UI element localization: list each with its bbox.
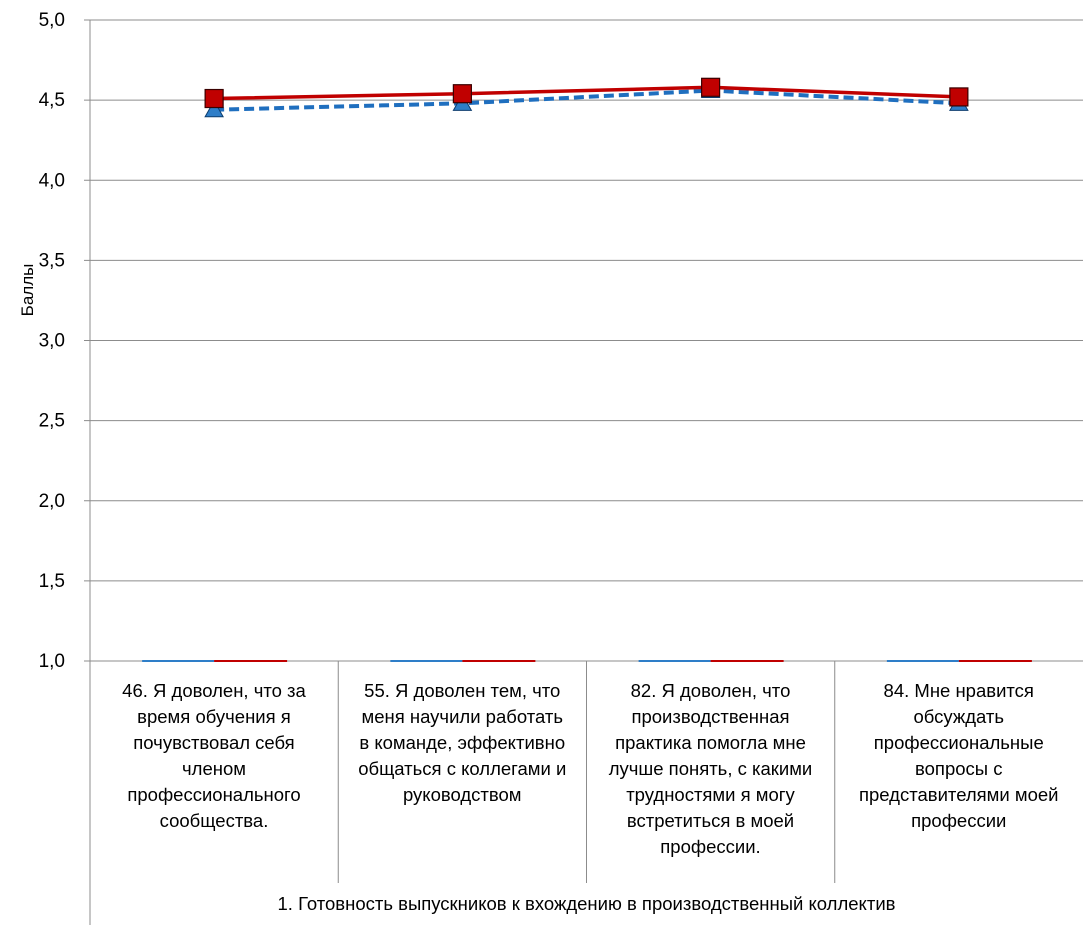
y-tick-label: 5,0 xyxy=(39,10,65,31)
series xyxy=(204,77,969,118)
category-label: 82. Я доволен, что производственная прак… xyxy=(608,680,813,857)
series-1 xyxy=(204,80,969,118)
data-point-square xyxy=(949,87,969,107)
y-tick-label: 3,5 xyxy=(39,250,65,271)
series-line xyxy=(214,85,959,101)
data-point-square xyxy=(452,84,472,104)
y-tick-label: 1,5 xyxy=(39,571,65,592)
y-tick-label: 1,0 xyxy=(39,651,65,672)
series-line xyxy=(214,88,959,112)
data-point-triangle xyxy=(204,99,224,118)
category-label: 46. Я доволен, что за время обучения я п… xyxy=(122,680,306,831)
y-axis-label: Баллы xyxy=(18,264,37,317)
y-tick-label: 2,0 xyxy=(39,491,65,512)
x-axis-group-label: 1. Готовность выпускников к вхождению в … xyxy=(277,893,896,914)
category-label: 84. Мне нравится обсуждать профессиональ… xyxy=(858,680,1059,831)
category-label: 55. Я доволен тем, что меня научили рабо… xyxy=(358,680,567,805)
y-tick-label: 2,5 xyxy=(39,411,65,432)
data-point-square xyxy=(701,77,721,97)
gridlines xyxy=(84,19,1083,662)
series-2 xyxy=(204,77,969,109)
data-point-square xyxy=(204,88,224,109)
y-tick-label: 4,0 xyxy=(39,170,65,191)
y-tick-label: 4,5 xyxy=(39,90,65,111)
y-tick-labels: 1,0 1,5 2,0 2,5 3,0 3,5 4,0 4,5 5,0 xyxy=(39,10,65,672)
y-tick-label: 3,0 xyxy=(39,331,65,352)
